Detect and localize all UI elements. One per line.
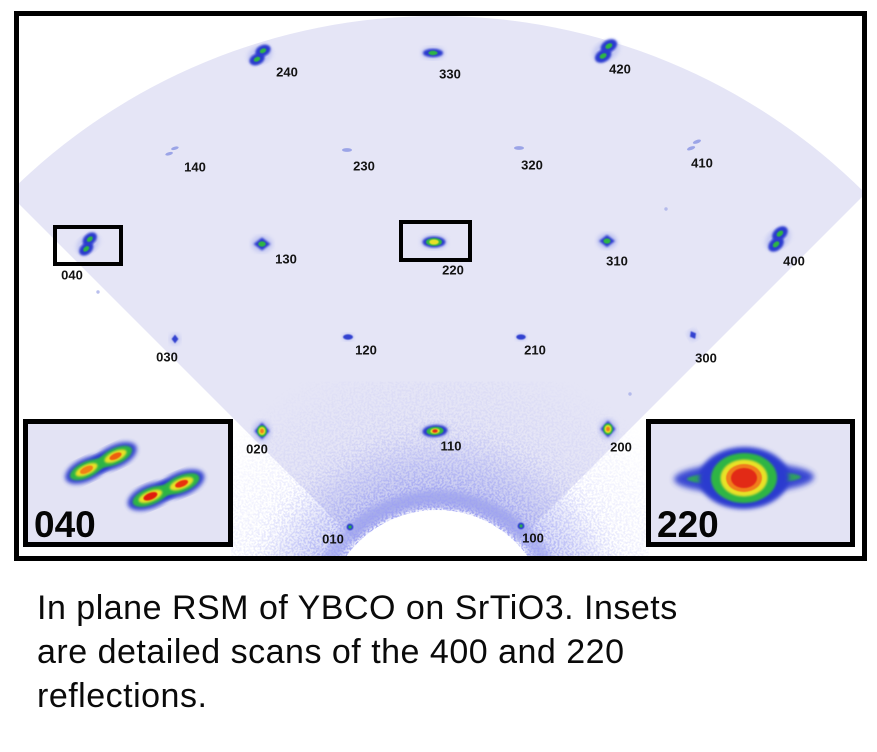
reflection-spot-040	[76, 232, 100, 256]
reflection-spot-410	[687, 139, 701, 151]
faint-speck-1	[96, 290, 100, 294]
inset-220: 220	[646, 419, 855, 547]
highlight-box-040	[53, 225, 123, 266]
inset-040: 040	[23, 419, 233, 547]
reflection-label-220: 220	[442, 263, 464, 278]
faint-speck-2	[664, 207, 668, 211]
reflection-spot-020	[252, 420, 272, 442]
reflection-label-300: 300	[695, 351, 717, 366]
reflection-label-310: 310	[606, 254, 628, 269]
reflection-spot-130	[251, 235, 273, 253]
reflection-label-100: 100	[522, 531, 544, 546]
highlight-box-220	[399, 220, 472, 262]
reflection-spot-310	[596, 232, 618, 250]
reflection-label-130: 130	[275, 252, 297, 267]
reflection-label-400: 400	[783, 254, 805, 269]
reflection-spot-210	[515, 333, 527, 341]
reflection-spot-100	[516, 521, 526, 531]
reflection-label-240: 240	[276, 65, 298, 80]
rsm-map: 240 330 420 140 230 320 410 040 130 220 310 400 030 1…	[14, 11, 867, 561]
reflection-label-040: 040	[61, 268, 83, 283]
reflection-spot-320	[514, 146, 524, 150]
inset-040-label: 040	[34, 504, 96, 545]
beam-noise-halo	[250, 390, 630, 556]
caption-line-1: In plane RSM of YBCO on SrTiO3. Insets	[37, 589, 678, 627]
reflection-label-010: 010	[322, 532, 344, 547]
reflection-spot-420	[592, 39, 620, 63]
reflection-spot-330	[421, 46, 445, 60]
reflection-label-230: 230	[353, 159, 375, 174]
reflection-spot-400	[765, 226, 791, 252]
reflection-spot-230	[342, 148, 352, 152]
reflection-label-330: 330	[439, 67, 461, 82]
reflection-label-030: 030	[156, 350, 178, 365]
reflection-label-120: 120	[355, 343, 377, 358]
reflection-label-410: 410	[691, 156, 713, 171]
figure-border	[14, 11, 867, 561]
rsm-wedge-background	[19, 16, 864, 542]
reflection-spot-240	[247, 44, 273, 66]
reflection-label-110: 110	[441, 439, 462, 454]
reflection-spot-200	[598, 418, 618, 440]
reflection-spot-300	[687, 329, 699, 341]
reflection-label-320: 320	[521, 158, 543, 173]
reflection-spot-030	[169, 333, 181, 345]
inset-220-frame	[646, 419, 855, 547]
inset-040-blob	[65, 441, 205, 511]
caption-line-2: are detailed scans of the 400 and 220	[37, 633, 625, 671]
reflection-label-210: 210	[524, 343, 546, 358]
reflection-spot-140	[165, 146, 179, 156]
reflection-label-140: 140	[184, 160, 206, 175]
reflection-label-420: 420	[609, 62, 631, 77]
reflection-spot-110	[420, 422, 450, 440]
reflection-label-020: 020	[246, 442, 268, 457]
inset-220-label: 220	[657, 504, 719, 545]
reflection-spot-010	[345, 522, 355, 532]
inset-220-blob	[674, 446, 814, 510]
reflection-label-200: 200	[610, 440, 632, 455]
reflection-spot-220	[420, 234, 448, 250]
caption-line-3: reflections.	[37, 677, 208, 715]
reflection-spot-120	[342, 333, 354, 341]
figure-caption: In plane RSM of YBCO on SrTiO3. Insets a…	[37, 586, 847, 718]
faint-speck-3	[628, 392, 632, 396]
